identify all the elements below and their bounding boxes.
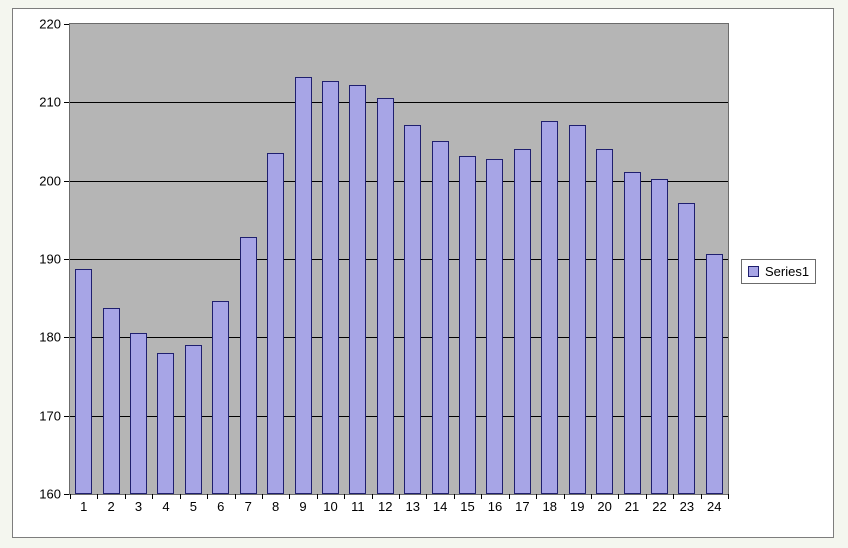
legend-label: Series1	[765, 264, 809, 279]
x-tick-label: 22	[652, 499, 666, 514]
bar	[322, 81, 339, 494]
bar	[678, 203, 695, 494]
x-axis-labels: 123456789101112131415161718192021222324	[70, 499, 728, 521]
y-tick-label: 220	[27, 17, 61, 32]
x-tick	[673, 494, 674, 499]
chart-card: 160170180190200210220 123456789101112131…	[12, 8, 834, 538]
bar	[432, 141, 449, 494]
x-tick-label: 1	[80, 499, 87, 514]
x-tick-label: 24	[707, 499, 721, 514]
bar	[514, 149, 531, 494]
x-tick	[152, 494, 153, 499]
x-tick-label: 14	[433, 499, 447, 514]
x-tick-label: 19	[570, 499, 584, 514]
y-tick-label: 210	[27, 95, 61, 110]
x-tick	[289, 494, 290, 499]
x-tick-label: 4	[162, 499, 169, 514]
bar	[486, 159, 503, 494]
x-tick-label: 16	[488, 499, 502, 514]
x-tick	[372, 494, 373, 499]
x-tick-label: 10	[323, 499, 337, 514]
x-tick	[509, 494, 510, 499]
x-tick	[536, 494, 537, 499]
bar	[596, 149, 613, 494]
bar	[103, 308, 120, 494]
bar	[569, 125, 586, 494]
legend-swatch-icon	[748, 266, 759, 277]
x-tick	[454, 494, 455, 499]
x-tick-label: 9	[299, 499, 306, 514]
bar	[185, 345, 202, 494]
x-tick	[399, 494, 400, 499]
x-tick-label: 18	[543, 499, 557, 514]
x-tick-label: 21	[625, 499, 639, 514]
page-background: 160170180190200210220 123456789101112131…	[0, 0, 848, 548]
x-tick-label: 7	[245, 499, 252, 514]
bar	[624, 172, 641, 494]
bar	[212, 301, 229, 494]
x-tick-label: 15	[460, 499, 474, 514]
bar	[377, 98, 394, 494]
x-tick-label: 6	[217, 499, 224, 514]
x-tick-label: 5	[190, 499, 197, 514]
y-tick-label: 190	[27, 252, 61, 267]
x-tick-label: 2	[108, 499, 115, 514]
x-tick-label: 20	[597, 499, 611, 514]
bar	[157, 353, 174, 494]
bar	[267, 153, 284, 494]
x-tick	[646, 494, 647, 499]
x-tick	[701, 494, 702, 499]
x-tick	[591, 494, 592, 499]
x-tick	[728, 494, 729, 499]
x-tick	[180, 494, 181, 499]
x-tick	[125, 494, 126, 499]
y-tick-label: 170	[27, 408, 61, 423]
x-tick	[481, 494, 482, 499]
x-tick-label: 11	[351, 499, 365, 514]
bar	[651, 179, 668, 494]
bar	[295, 77, 312, 494]
x-tick-label: 12	[378, 499, 392, 514]
bar	[75, 269, 92, 494]
bar	[459, 156, 476, 494]
x-tick	[97, 494, 98, 499]
y-tick-label: 160	[27, 487, 61, 502]
bar	[404, 125, 421, 494]
plot-area	[69, 23, 729, 495]
x-tick	[426, 494, 427, 499]
x-tick-label: 13	[405, 499, 419, 514]
x-tick-label: 8	[272, 499, 279, 514]
x-tick	[235, 494, 236, 499]
x-tick	[344, 494, 345, 499]
x-tick-label: 17	[515, 499, 529, 514]
x-tick-label: 23	[680, 499, 694, 514]
x-tick	[618, 494, 619, 499]
x-tick-label: 3	[135, 499, 142, 514]
bar	[349, 85, 366, 494]
gridline	[70, 102, 728, 103]
bar	[130, 333, 147, 494]
x-tick	[262, 494, 263, 499]
bar	[706, 254, 723, 494]
x-tick	[564, 494, 565, 499]
legend: Series1	[741, 259, 816, 284]
x-tick	[207, 494, 208, 499]
x-tick	[317, 494, 318, 499]
y-tick-label: 200	[27, 173, 61, 188]
bar	[240, 237, 257, 494]
y-tick-label: 180	[27, 330, 61, 345]
bar	[541, 121, 558, 494]
x-tick	[70, 494, 71, 499]
